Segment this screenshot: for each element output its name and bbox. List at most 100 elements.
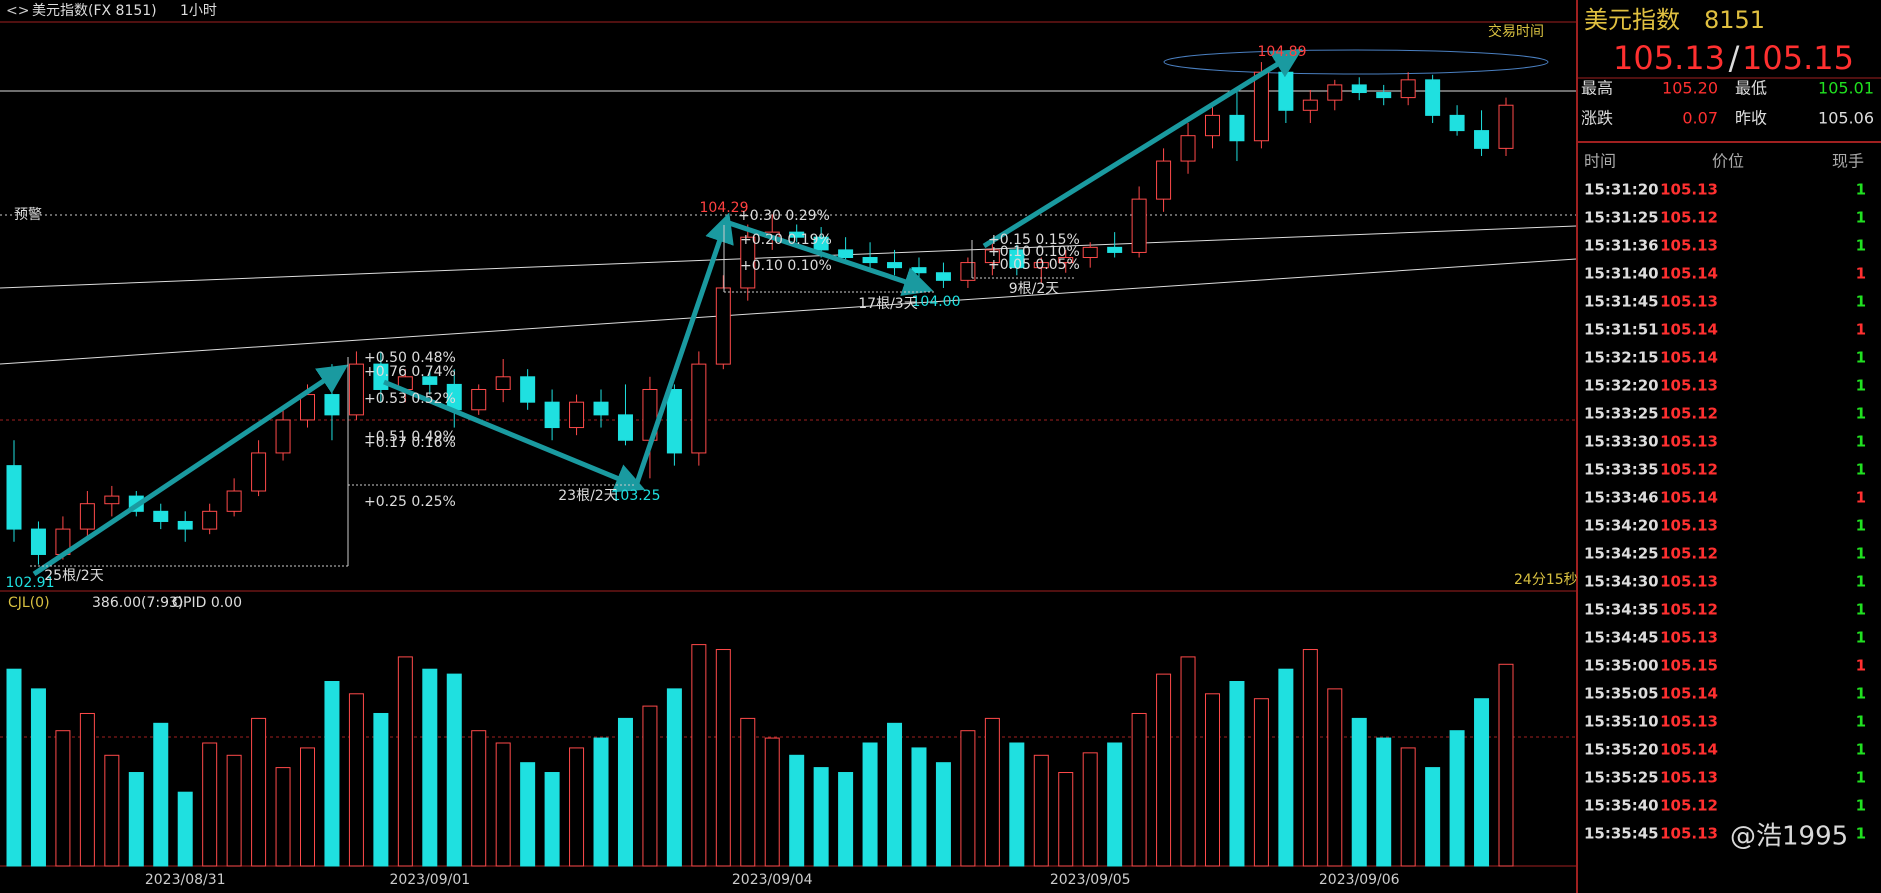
trade-price: 105.13	[1660, 377, 1718, 395]
volume-bar	[226, 754, 242, 867]
volume-bar	[593, 737, 609, 867]
candle-body	[520, 376, 536, 403]
trade-price: 105.13	[1660, 517, 1718, 535]
candle-body	[691, 363, 707, 454]
trade-qty: 1	[1856, 657, 1866, 675]
wave-arrow	[633, 212, 734, 487]
annotation: 23根/2天	[558, 488, 617, 504]
volume-bar	[911, 747, 927, 867]
trade-price: 105.13	[1660, 293, 1718, 311]
annotation: +0.05 0.05%	[988, 257, 1080, 273]
volume-bar	[691, 644, 707, 867]
volume-bar	[251, 717, 267, 867]
candle-body	[960, 262, 976, 281]
annotation: 17根/3天	[858, 296, 917, 312]
period-select[interactable]: 1小时	[180, 3, 217, 19]
candle-body	[1376, 92, 1392, 99]
candle-body	[569, 401, 585, 429]
wave-arrow	[32, 364, 349, 577]
volume-bar	[202, 742, 218, 867]
trade-time: 15:35:00	[1584, 657, 1659, 675]
trade-time: 15:34:25	[1584, 545, 1659, 563]
candle-body	[838, 249, 854, 259]
value: 105.20	[1662, 79, 1718, 98]
candle-body	[1107, 246, 1123, 253]
volume-bar	[446, 673, 462, 867]
annotation: 104.00	[912, 294, 961, 310]
annotation: +0.10 0.10%	[740, 258, 832, 274]
volume-bar	[1156, 673, 1172, 867]
trend-line	[0, 258, 1577, 365]
trade-time: 15:34:45	[1584, 629, 1659, 647]
candle-body	[251, 452, 267, 492]
x-tick-label: 2023/08/31	[145, 872, 226, 888]
volume-bar	[397, 656, 413, 867]
candle-body	[1156, 160, 1172, 200]
candle-body	[544, 401, 560, 429]
value: 105.06	[1818, 109, 1874, 128]
volume-bar	[1204, 693, 1220, 867]
trade-time: 15:32:15	[1584, 349, 1659, 367]
trade-qty: 1	[1856, 517, 1866, 535]
table-header: 现手	[1832, 152, 1864, 171]
highlight-ellipse	[1163, 49, 1549, 75]
trade-qty: 1	[1856, 489, 1866, 507]
trade-price: 105.14	[1660, 741, 1718, 759]
volume-bar	[642, 705, 658, 867]
candle-body	[495, 376, 511, 390]
table-header: 时间	[1584, 152, 1616, 171]
annotation: +0.50 0.48%	[364, 350, 456, 366]
volume-bar	[666, 688, 682, 867]
trade-price: 105.12	[1660, 601, 1718, 619]
symbol-title: 美元指数(FX 8151)	[32, 3, 157, 19]
annotation: 102.91	[6, 575, 55, 591]
candle-body	[935, 272, 951, 281]
candle-body	[887, 262, 903, 269]
volume-bar	[6, 668, 22, 867]
volume-bar	[862, 742, 878, 867]
volume-bar	[55, 730, 71, 867]
trade-time: 15:33:35	[1584, 461, 1659, 479]
trade-qty: 1	[1856, 797, 1866, 815]
candle-body	[862, 257, 878, 264]
candle-body	[1229, 114, 1245, 142]
trade-time: 15:31:20	[1584, 181, 1659, 199]
volume-bar	[1474, 698, 1490, 867]
candle-body	[177, 520, 193, 530]
trade-time: 15:35:25	[1584, 769, 1659, 787]
label: 最低	[1735, 79, 1767, 98]
alert-label: 预警	[14, 207, 42, 223]
indicator-value: 386.00(7:93)	[92, 595, 183, 611]
volume-bar	[128, 772, 144, 867]
trade-price: 105.14	[1660, 321, 1718, 339]
annotation: +0.20 0.19%	[740, 232, 832, 248]
annotation: 9根/2天	[1009, 281, 1060, 297]
indicator-name[interactable]: CJL(0)	[8, 595, 50, 611]
annotation: 25根/2天	[44, 568, 103, 584]
trade-time: 15:33:30	[1584, 433, 1659, 451]
trade-qty: 1	[1856, 209, 1866, 227]
candle-body	[104, 495, 120, 505]
trade-time: 15:35:20	[1584, 741, 1659, 759]
volume-bar	[1376, 737, 1392, 867]
annotation: +0.17 0.16%	[364, 435, 456, 451]
back-icon[interactable]: <>	[6, 3, 29, 19]
trade-time[interactable]: 交易时间	[1488, 23, 1544, 40]
trade-price: 105.13	[1660, 825, 1718, 843]
trade-price: 105.13	[1660, 769, 1718, 787]
trade-qty: 1	[1856, 349, 1866, 367]
volume-bar	[104, 754, 120, 867]
volume-bar	[275, 767, 291, 867]
volume-bar	[1082, 752, 1098, 867]
volume-bar	[789, 754, 805, 867]
wave-arrow	[725, 219, 934, 296]
volume-bar	[373, 712, 389, 867]
volume-bar	[935, 762, 951, 867]
volume-bar	[960, 730, 976, 867]
table-header: 价位	[1712, 152, 1744, 171]
volume-bar	[740, 717, 756, 867]
annotation: +0.76 0.74%	[364, 364, 456, 380]
trade-time: 15:34:20	[1584, 517, 1659, 535]
trade-time: 15:31:45	[1584, 293, 1659, 311]
